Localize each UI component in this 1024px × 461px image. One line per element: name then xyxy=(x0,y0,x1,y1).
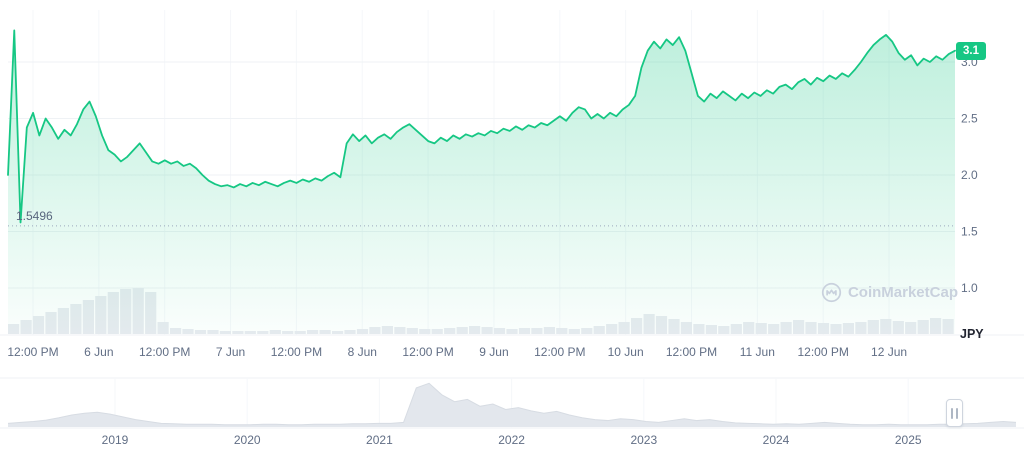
nav-year-label: 2025 xyxy=(895,433,922,447)
y-axis-label: 1.0 xyxy=(961,281,978,295)
x-axis-label: 7 Jun xyxy=(216,345,245,359)
x-axis-label: 12:00 PM xyxy=(402,345,453,359)
nav-area-fill xyxy=(8,383,1016,427)
x-axis-label: 8 Jun xyxy=(348,345,377,359)
price-area-fill xyxy=(8,30,955,335)
currency-label: JPY xyxy=(960,327,984,341)
low-price-label: 1.5496 xyxy=(16,209,53,223)
y-axis-label: 1.5 xyxy=(961,225,978,239)
price-line xyxy=(7,29,956,224)
nav-year-label: 2024 xyxy=(763,433,790,447)
range-handle[interactable] xyxy=(946,399,963,427)
y-axis-label: 2.5 xyxy=(961,112,978,126)
handle-grip-bar xyxy=(956,407,958,419)
navigator-region[interactable]: 2019 2020 2021 2022 2023 2024 2025 xyxy=(0,368,1024,461)
x-axis-label: 12:00 PM xyxy=(271,345,322,359)
nav-year-label: 2020 xyxy=(234,433,261,447)
main-chart-region[interactable]: 1.5496 3.0 2.5 2.0 1.5 1.0 12:00 PM 6 Jun 12:00 … xyxy=(0,0,1024,368)
x-axis-label: 9 Jun xyxy=(479,345,508,359)
coinmarketcap-logo-icon xyxy=(821,282,842,303)
x-axis-label: 11 Jun xyxy=(740,345,775,359)
nav-year-label: 2021 xyxy=(366,433,393,447)
x-axis-label: 12:00 PM xyxy=(534,345,585,359)
watermark: CoinMarketCap xyxy=(821,282,958,303)
x-axis-label: 12 Jun xyxy=(871,345,907,359)
x-axis-label: 12:00 PM xyxy=(139,345,190,359)
y-axis-label: 2.0 xyxy=(961,168,978,182)
watermark-label: CoinMarketCap xyxy=(847,284,958,301)
x-axis-label: 12:00 PM xyxy=(798,345,849,359)
handle-grip-bar xyxy=(951,407,953,419)
x-axis-label: 6 Jun xyxy=(84,345,113,359)
nav-year-label: 2019 xyxy=(102,433,129,447)
nav-area-outline xyxy=(7,382,1017,426)
x-axis-label: 10 Jun xyxy=(608,345,644,359)
x-axis-label: 12:00 PM xyxy=(666,345,717,359)
nav-year-label: 2023 xyxy=(630,433,657,447)
last-price-badge: 3.1 xyxy=(956,42,986,60)
x-axis-label: 12:00 PM xyxy=(7,345,58,359)
nav-year-label: 2022 xyxy=(498,433,525,447)
navigator-svg: 2019 2020 2021 2022 2023 2024 2025 xyxy=(0,377,1024,447)
